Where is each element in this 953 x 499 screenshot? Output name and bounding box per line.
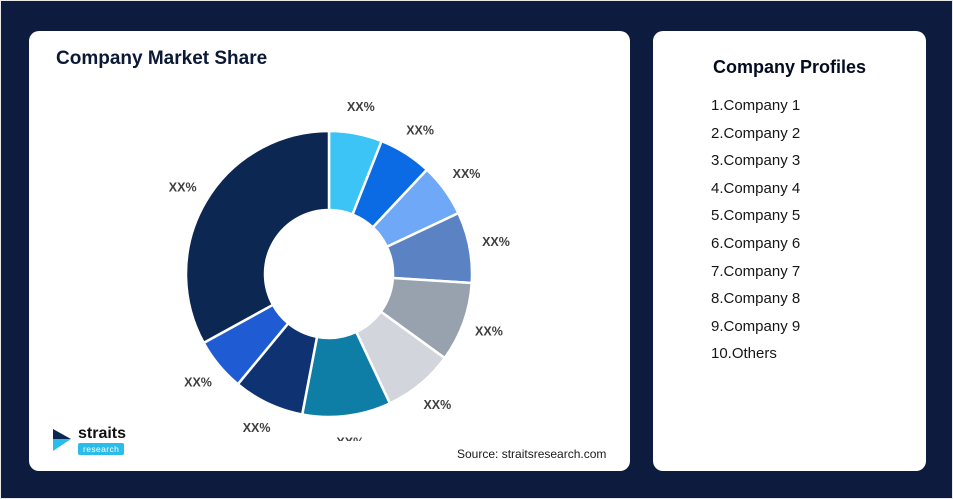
segment-label: XX% [347, 100, 375, 114]
donut-segment [184, 129, 331, 345]
segment-label: XX% [482, 235, 510, 249]
list-item: 7.Company 7 [711, 262, 801, 280]
source-note: Source: straitsresearch.com [457, 447, 607, 461]
segment-label: XX% [406, 123, 434, 137]
list-item: 4.Company 4 [711, 179, 801, 197]
list-item: 8.Company 8 [711, 290, 801, 308]
list-item: 9.Company 9 [711, 317, 801, 335]
list-item: 6.Company 6 [711, 234, 801, 252]
list-item: 1.Company 1 [711, 97, 801, 114]
logo-text: straits research [78, 424, 127, 455]
segment-label: XX% [453, 167, 481, 181]
company-profiles-list: 1.Company 1 2.Company 2 3.Company 3 4.Compa… [653, 92, 926, 368]
logo-subtext: research [78, 442, 125, 455]
segment-label: XX% [169, 180, 197, 194]
list-item: 3.Company 3 [711, 152, 801, 170]
company-profiles-card: Company Profiles 1.Company 1 2.Company 2 3… [653, 31, 926, 471]
segment-label: XX% [423, 398, 451, 412]
straits-research-logo: straits research [53, 424, 127, 455]
segment-label: XX% [475, 325, 503, 339]
donut-chart: XX% XX% XX% XX% XX% XX% XX% XX% XX% XX% [169, 100, 510, 441]
list-item: 2.Company 2 [711, 124, 801, 142]
segment-label: XX% [336, 436, 364, 441]
chart-title: Company Market Share [56, 48, 268, 69]
list-item: 10.Others [711, 345, 777, 363]
logo-triangle-icon [53, 429, 71, 452]
logo-name: straits [78, 424, 127, 442]
market-share-card: Company Market Share XX% XX% XX% XX% XX% XX% X… [29, 31, 630, 471]
segment-label: XX% [243, 421, 271, 435]
segment-label: XX% [184, 375, 212, 389]
profiles-title: Company Profiles [712, 57, 867, 77]
list-item: 5.Company 5 [711, 207, 801, 225]
